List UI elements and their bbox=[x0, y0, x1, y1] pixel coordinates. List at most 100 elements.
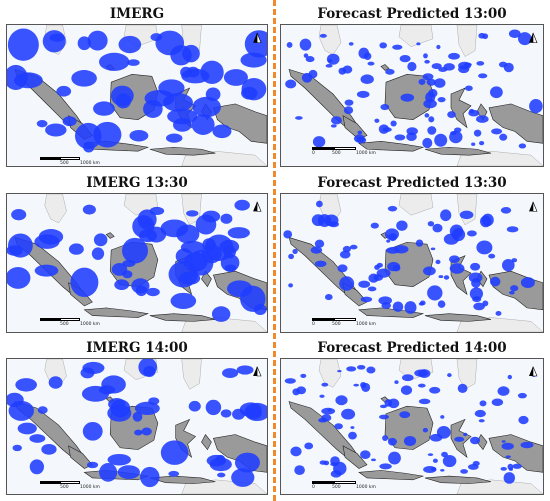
precipitation-area bbox=[396, 220, 408, 231]
precipitation-area bbox=[68, 243, 84, 255]
precipitation-area bbox=[414, 369, 428, 377]
precipitation-area bbox=[392, 44, 403, 50]
precipitation-area bbox=[82, 204, 96, 215]
precipitation-area bbox=[471, 278, 481, 288]
precipitation-area bbox=[458, 65, 470, 74]
precipitation-area bbox=[168, 470, 180, 477]
precipitation-area bbox=[304, 442, 314, 450]
precipitation-area bbox=[437, 96, 446, 103]
precipitation-area bbox=[440, 415, 445, 419]
precipitation-area bbox=[111, 263, 128, 276]
precipitation-area bbox=[360, 296, 373, 303]
precipitation-area bbox=[379, 463, 392, 470]
scale-bar: 0 500 1000 km bbox=[312, 481, 376, 491]
island-landmass bbox=[105, 232, 115, 239]
precipitation-area bbox=[202, 238, 216, 251]
north-arrow-icon bbox=[253, 366, 262, 377]
map-imerg-1330 bbox=[7, 194, 267, 332]
precipitation-area bbox=[529, 99, 543, 114]
precipitation-area bbox=[146, 287, 160, 297]
precipitation-area bbox=[423, 99, 437, 109]
precipitation-area bbox=[416, 42, 421, 46]
precipitation-area bbox=[390, 120, 397, 127]
island-landmass bbox=[358, 141, 425, 152]
precipitation-area bbox=[394, 134, 406, 141]
scale-bar: 0 500 1000 km bbox=[312, 147, 376, 157]
precipitation-area bbox=[502, 258, 515, 272]
precipitation-area bbox=[490, 86, 503, 99]
precipitation-area bbox=[463, 432, 468, 437]
neighbor-landmass bbox=[44, 194, 67, 224]
precipitation-area bbox=[220, 213, 233, 224]
precipitation-area bbox=[290, 446, 302, 457]
island-landmass bbox=[380, 64, 390, 71]
precipitation-area bbox=[167, 108, 198, 125]
precipitation-area bbox=[292, 248, 298, 255]
precipitation-area bbox=[499, 133, 508, 141]
precipitation-area bbox=[388, 451, 401, 465]
precipitation-area bbox=[299, 38, 312, 51]
island-landmass bbox=[83, 307, 150, 318]
precipitation-area bbox=[450, 131, 457, 136]
map-imerg bbox=[7, 25, 267, 166]
precipitation-area bbox=[360, 450, 371, 459]
precipitation-area bbox=[34, 234, 60, 249]
precipitation-area bbox=[367, 61, 375, 66]
precipitation-area bbox=[118, 35, 142, 54]
precipitation-area bbox=[518, 143, 527, 149]
precipitation-area bbox=[360, 74, 374, 85]
precipitation-area bbox=[415, 239, 424, 247]
precipitation-area bbox=[449, 263, 465, 274]
precipitation-area bbox=[138, 359, 158, 377]
precipitation-area bbox=[424, 113, 430, 118]
precipitation-area bbox=[314, 260, 327, 267]
precipitation-area bbox=[357, 130, 363, 135]
precipitation-area bbox=[436, 44, 441, 50]
scale-tick-label: 0 bbox=[312, 322, 315, 327]
precipitation-area bbox=[476, 240, 493, 255]
precipitation-area bbox=[358, 280, 371, 288]
island-landmass bbox=[424, 146, 492, 156]
precipitation-area bbox=[341, 408, 356, 420]
precipitation-area bbox=[361, 382, 371, 392]
precipitation-area bbox=[114, 279, 130, 291]
precipitation-area bbox=[134, 429, 143, 436]
precipitation-area bbox=[470, 436, 480, 445]
precipitation-area bbox=[99, 463, 118, 482]
precipitation-area bbox=[476, 115, 489, 123]
precipitation-area bbox=[379, 414, 389, 420]
island-landmass bbox=[358, 470, 425, 481]
precipitation-area bbox=[378, 124, 389, 134]
precipitation-area bbox=[449, 255, 460, 264]
precipitation-area bbox=[286, 41, 293, 48]
precipitation-area bbox=[403, 435, 417, 447]
scale-tick-label: 500 bbox=[60, 485, 69, 490]
map-forecast-1300 bbox=[285, 25, 543, 166]
precipitation-area bbox=[330, 470, 342, 478]
precipitation-area bbox=[170, 292, 197, 310]
panel-title-forecast-1330: Forecast Predicted 13:30 bbox=[317, 175, 507, 191]
precipitation-area bbox=[142, 219, 153, 226]
precipitation-area bbox=[517, 392, 527, 399]
precipitation-area bbox=[427, 285, 443, 301]
precipitation-area bbox=[93, 121, 122, 148]
precipitation-area bbox=[432, 223, 443, 233]
panel-title-forecast-1400: Forecast Predicted 14:00 bbox=[317, 340, 507, 356]
precipitation-area bbox=[224, 264, 237, 272]
precipitation-area bbox=[435, 259, 441, 265]
precipitation-area bbox=[438, 67, 448, 73]
north-arrow-icon bbox=[529, 366, 538, 377]
precipitation-area bbox=[376, 268, 391, 278]
precipitation-area bbox=[388, 233, 398, 242]
precipitation-area bbox=[284, 378, 296, 384]
precipitation-area bbox=[418, 398, 431, 405]
precipitation-area bbox=[188, 400, 201, 412]
precipitation-area bbox=[498, 61, 508, 68]
precipitation-area bbox=[500, 467, 507, 471]
precipitation-area bbox=[353, 134, 365, 143]
precipitation-area bbox=[191, 114, 215, 135]
precipitation-area bbox=[418, 302, 424, 306]
precipitation-area bbox=[334, 423, 343, 430]
map-forecast-1400 bbox=[284, 359, 543, 494]
neighbor-landmass bbox=[398, 194, 434, 216]
